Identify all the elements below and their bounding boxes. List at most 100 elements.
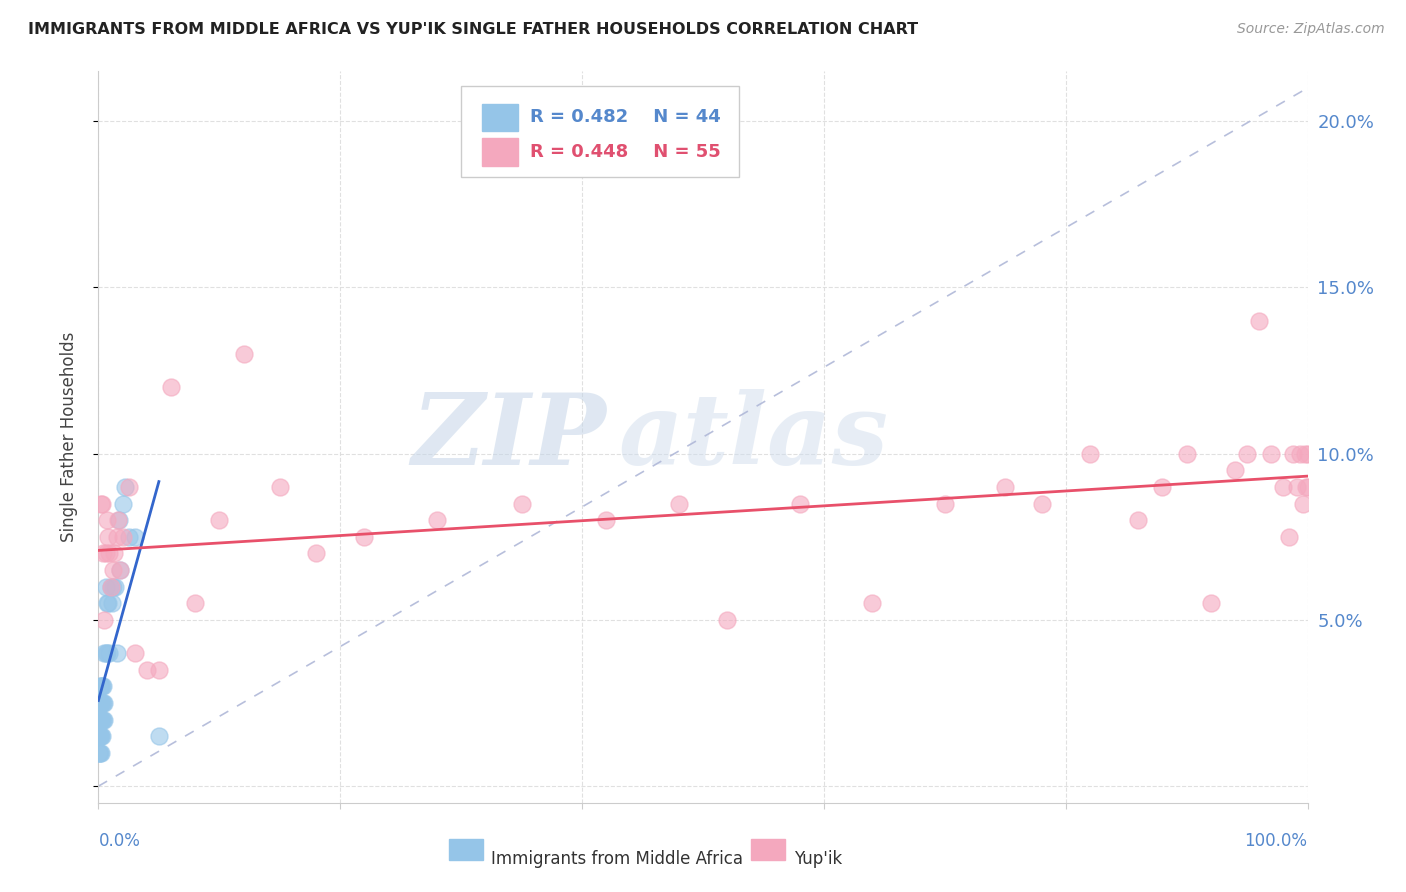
Point	[97, 596, 120, 610]
Point	[232, 347, 254, 361]
Point	[87, 746, 110, 760]
Text: 100.0%: 100.0%	[1244, 832, 1308, 850]
Point	[93, 646, 115, 660]
Text: R = 0.482    N = 44: R = 0.482 N = 44	[530, 109, 721, 127]
Point	[96, 513, 118, 527]
Point	[89, 746, 111, 760]
Point	[90, 729, 112, 743]
Text: IMMIGRANTS FROM MIDDLE AFRICA VS YUP'IK SINGLE FATHER HOUSEHOLDS CORRELATION CHA: IMMIGRANTS FROM MIDDLE AFRICA VS YUP'IK …	[28, 22, 918, 37]
Point	[124, 646, 146, 660]
Point	[108, 563, 131, 577]
Text: Immigrants from Middle Africa: Immigrants from Middle Africa	[492, 849, 744, 868]
Point	[1249, 314, 1271, 328]
Point	[101, 580, 124, 594]
Point	[91, 729, 114, 743]
Point	[148, 729, 170, 743]
Point	[97, 530, 120, 544]
Point	[1282, 447, 1305, 461]
Point	[934, 497, 956, 511]
Point	[860, 596, 883, 610]
Point	[716, 613, 738, 627]
Point	[1285, 480, 1308, 494]
Point	[994, 480, 1017, 494]
Point	[1292, 497, 1315, 511]
Point	[108, 513, 131, 527]
Point	[89, 713, 111, 727]
Bar	[751, 839, 785, 860]
Point	[93, 613, 115, 627]
Y-axis label: Single Father Households: Single Father Households	[59, 332, 77, 542]
Point	[89, 713, 111, 727]
Point	[1296, 447, 1319, 461]
Point	[1278, 530, 1301, 544]
Point	[105, 646, 128, 660]
Point	[1175, 447, 1198, 461]
Point	[100, 596, 122, 610]
Point	[89, 713, 111, 727]
Point	[160, 380, 183, 394]
Point	[90, 696, 112, 710]
Text: Source: ZipAtlas.com: Source: ZipAtlas.com	[1237, 22, 1385, 37]
Point	[100, 580, 122, 594]
Point	[90, 713, 112, 727]
Point	[789, 497, 811, 511]
Point	[107, 513, 129, 527]
Text: 0.0%: 0.0%	[98, 832, 141, 850]
Point	[89, 729, 111, 743]
Point	[91, 696, 114, 710]
Point	[1272, 480, 1295, 494]
Point	[104, 580, 127, 594]
Point	[103, 546, 125, 560]
Point	[93, 713, 115, 727]
Point	[90, 746, 112, 760]
Point	[1260, 447, 1282, 461]
Point	[118, 530, 141, 544]
Point	[1152, 480, 1174, 494]
Point	[208, 513, 231, 527]
Point	[1223, 463, 1246, 477]
Point	[91, 546, 114, 560]
Point	[269, 480, 291, 494]
Bar	[482, 103, 517, 131]
Point	[426, 513, 449, 527]
Point	[91, 713, 114, 727]
Point	[305, 546, 328, 560]
Point	[108, 563, 131, 577]
Point	[1295, 480, 1317, 494]
Point	[91, 497, 114, 511]
Point	[101, 563, 124, 577]
Point	[148, 663, 170, 677]
Point	[668, 497, 690, 511]
Point	[353, 530, 375, 544]
Point	[98, 546, 121, 560]
Point	[510, 497, 533, 511]
Point	[1128, 513, 1150, 527]
Text: atlas: atlas	[619, 389, 889, 485]
Point	[94, 646, 117, 660]
Text: R = 0.448    N = 55: R = 0.448 N = 55	[530, 143, 721, 161]
Point	[91, 680, 114, 694]
Point	[87, 729, 110, 743]
Point	[124, 530, 146, 544]
Point	[98, 646, 121, 660]
Point	[1031, 497, 1053, 511]
Point	[89, 680, 111, 694]
Text: ZIP: ZIP	[412, 389, 606, 485]
Point	[100, 580, 122, 594]
Point	[89, 729, 111, 743]
Point	[91, 696, 114, 710]
Point	[1294, 447, 1316, 461]
Point	[1236, 447, 1258, 461]
Point	[595, 513, 617, 527]
Point	[111, 530, 134, 544]
Point	[111, 497, 134, 511]
Point	[96, 596, 118, 610]
Point	[94, 546, 117, 560]
Point	[91, 680, 114, 694]
FancyBboxPatch shape	[461, 86, 740, 178]
Point	[90, 680, 112, 694]
Point	[89, 696, 111, 710]
Point	[1078, 447, 1101, 461]
Point	[1199, 596, 1222, 610]
Bar	[482, 138, 517, 166]
